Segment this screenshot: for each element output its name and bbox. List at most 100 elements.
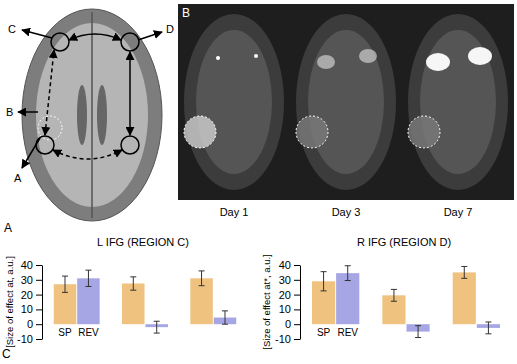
brain-outline [22, 9, 162, 221]
day-label: Day 7 [444, 206, 473, 218]
panel-a: ABCDA [4, 9, 174, 235]
brain-inner [308, 30, 384, 174]
series-label: SP [317, 327, 331, 338]
y-tick-mark [294, 265, 300, 266]
y-tick: 30 [279, 274, 300, 286]
region-circle [121, 136, 139, 154]
lesion [184, 116, 216, 148]
panel-label: C [2, 347, 11, 361]
series-label: SP [58, 327, 72, 338]
y-axis: -10 0 10 20 30 40 [275, 259, 300, 345]
error-bar-cap [461, 278, 467, 279]
y-tick: 40 [21, 259, 42, 271]
region-circle [51, 33, 69, 51]
error-bar-stem [347, 266, 348, 281]
y-tick-label: 0 [27, 318, 33, 330]
error-bar-cap [222, 310, 228, 311]
activation [317, 55, 335, 69]
chart-title: R IFG (REGION D) [357, 236, 451, 248]
brain-slice [184, 14, 284, 190]
y-tick: 10 [21, 303, 42, 315]
error-bar-stem [88, 270, 89, 286]
y-axis-line [42, 266, 43, 340]
error-bar-cap [85, 270, 91, 271]
panel-label: B [182, 6, 190, 20]
error-bar-stem [488, 322, 489, 334]
y-tick-label: -10 [275, 333, 291, 345]
error-bar-cap [199, 270, 205, 271]
y-tick-label: 20 [21, 289, 33, 301]
y-tick-label: 30 [21, 274, 33, 286]
error-bar-stem [323, 272, 324, 291]
plot-area [312, 266, 500, 338]
y-tick-label: 10 [279, 303, 291, 315]
error-bar [130, 277, 136, 290]
error-bar-cap [62, 276, 68, 277]
error-bar-cap [321, 290, 327, 291]
error-bar-cap [130, 290, 136, 291]
lesion-outline [184, 116, 216, 148]
y-tick: -10 [275, 333, 300, 345]
connection-arrow [18, 111, 38, 113]
y-tick-mark [36, 309, 42, 310]
lesion-outline [296, 116, 328, 148]
error-bar [391, 289, 397, 301]
series-label: REV [337, 327, 358, 338]
error-bar [154, 321, 160, 333]
activation [216, 56, 220, 60]
plot-area [54, 270, 236, 333]
y-tick-mark [294, 280, 300, 281]
chart-title: L IFG (REGION C) [97, 236, 189, 248]
ventricle [97, 85, 107, 145]
y-axis-title: [Size of effect at, a.u.] [4, 256, 15, 348]
y-tick-mark [36, 265, 42, 266]
y-tick-label: 10 [21, 303, 33, 315]
y-tick-label: 20 [279, 289, 291, 301]
y-tick-mark [36, 324, 42, 325]
error-bar-stem [418, 326, 419, 338]
error-bar-cap [62, 292, 68, 293]
y-tick: 40 [279, 259, 300, 271]
series-label: REV [78, 327, 99, 338]
activation [426, 53, 450, 71]
error-bar-cap [321, 271, 327, 272]
y-tick: 10 [279, 303, 300, 315]
y-tick-mark [294, 309, 300, 310]
region-label: A [14, 172, 22, 184]
error-bar [485, 322, 491, 334]
activation [468, 47, 492, 65]
midline [91, 12, 93, 218]
error-bar [222, 311, 228, 324]
error-bar-cap [345, 280, 351, 281]
error-bar [62, 276, 68, 292]
region-label: D [166, 23, 174, 35]
y-tick: -10 [17, 333, 42, 345]
y-tick-mark [36, 339, 42, 340]
error-bar [461, 266, 467, 278]
error-bar-stem [464, 266, 465, 278]
error-bar-cap [222, 324, 228, 325]
error-bar [345, 266, 351, 281]
error-bar-cap [461, 266, 467, 267]
error-bar-stem [156, 321, 157, 333]
y-axis-line [300, 266, 301, 340]
bar-chart: SPREV-10010203040R IFG (REGION D)[Size o… [261, 236, 500, 350]
y-tick-mark [36, 295, 42, 296]
error-bar [199, 271, 205, 286]
brain-slice [296, 14, 396, 190]
y-tick-mark [294, 339, 300, 340]
error-bar-cap [130, 276, 136, 277]
lesion [408, 116, 440, 148]
y-tick: 30 [21, 274, 42, 286]
day-label: Day 1 [220, 206, 249, 218]
bar [336, 273, 359, 324]
bar [453, 272, 476, 324]
region-label: C [8, 23, 16, 35]
error-bar-cap [154, 321, 160, 322]
error-bar-stem [201, 271, 202, 286]
error-bar-stem [393, 289, 394, 301]
connection-arrow [22, 30, 52, 38]
figure: ABCDADay 1Day 3Day 7BSPREV-10010203040L … [0, 0, 517, 364]
y-tick-label: 0 [285, 318, 291, 330]
image-background [178, 4, 514, 200]
